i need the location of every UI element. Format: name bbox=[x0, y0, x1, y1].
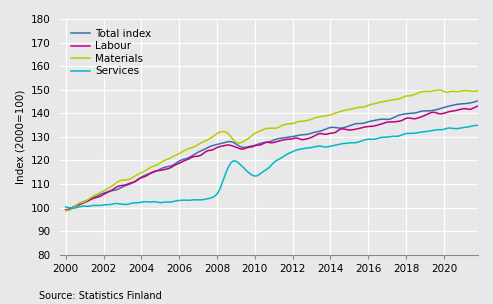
Total index bbox=[219, 142, 225, 145]
Line: Total index: Total index bbox=[66, 100, 480, 210]
Line: Services: Services bbox=[66, 125, 480, 208]
Total index bbox=[299, 133, 305, 136]
Materials bbox=[323, 114, 329, 118]
Materials bbox=[63, 209, 69, 212]
Labour bbox=[241, 147, 247, 151]
Materials bbox=[436, 88, 442, 92]
Materials bbox=[241, 140, 247, 143]
Total index bbox=[323, 127, 329, 131]
Labour bbox=[219, 144, 225, 148]
Services bbox=[220, 178, 226, 182]
Services bbox=[63, 205, 69, 209]
Materials bbox=[299, 119, 305, 123]
Total index bbox=[241, 146, 247, 149]
Labour bbox=[198, 153, 204, 157]
Services bbox=[243, 168, 248, 171]
Total index bbox=[63, 208, 69, 212]
Services bbox=[200, 198, 206, 202]
Labour bbox=[299, 138, 305, 141]
Labour bbox=[74, 204, 80, 208]
Services bbox=[477, 123, 483, 127]
Materials bbox=[74, 203, 80, 207]
Labour bbox=[477, 103, 483, 107]
Materials bbox=[219, 130, 225, 133]
Materials bbox=[477, 89, 483, 92]
Services bbox=[324, 145, 330, 149]
Materials bbox=[198, 141, 204, 145]
Services bbox=[301, 147, 307, 150]
Text: Source: Statistics Finland: Source: Statistics Finland bbox=[39, 291, 162, 301]
Total index bbox=[198, 149, 204, 153]
Total index bbox=[74, 203, 80, 207]
Line: Materials: Materials bbox=[66, 90, 480, 211]
Services bbox=[70, 206, 76, 210]
Y-axis label: Index (2000=100): Index (2000=100) bbox=[15, 90, 25, 184]
Legend: Total index, Labour, Materials, Services: Total index, Labour, Materials, Services bbox=[70, 26, 154, 78]
Total index bbox=[477, 98, 483, 102]
Services bbox=[75, 206, 81, 209]
Labour bbox=[63, 209, 69, 212]
Line: Labour: Labour bbox=[66, 105, 480, 210]
Labour bbox=[323, 133, 329, 136]
